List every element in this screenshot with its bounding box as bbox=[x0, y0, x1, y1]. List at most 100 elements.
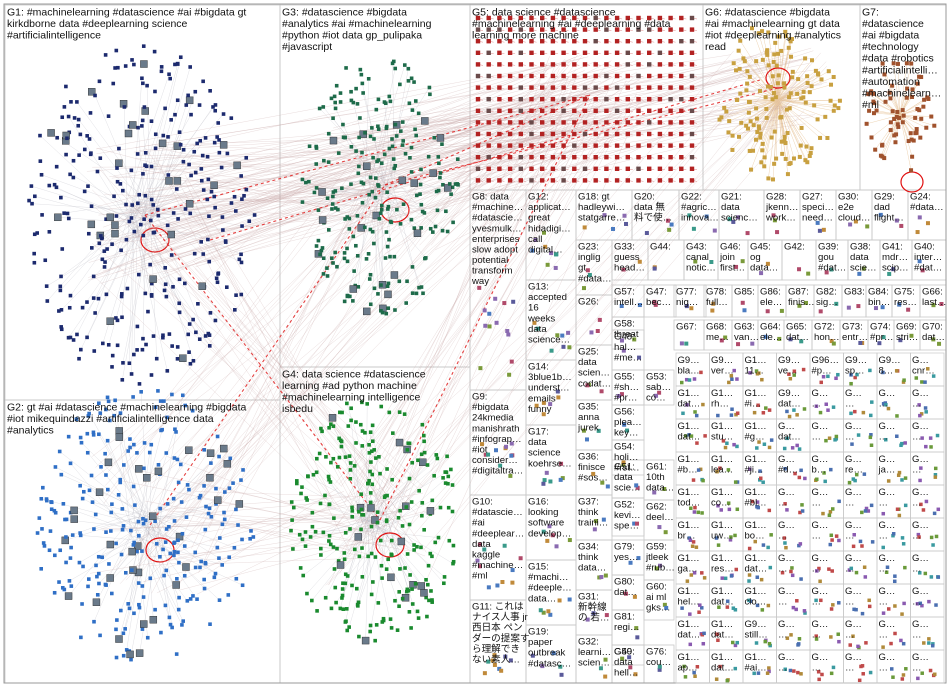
mini-cluster-label: G…… bbox=[812, 619, 829, 641]
graph-edge bbox=[105, 188, 349, 497]
graph-node bbox=[727, 380, 731, 385]
graph-node bbox=[184, 103, 189, 107]
graph-node bbox=[826, 69, 831, 74]
graph-edge bbox=[408, 88, 736, 191]
graph-edge bbox=[120, 91, 568, 584]
mini-cluster-label: G9… 8… bbox=[879, 355, 901, 377]
graph-node bbox=[779, 48, 784, 53]
graph-node bbox=[551, 651, 556, 656]
graph-node bbox=[368, 175, 373, 180]
graph-node bbox=[193, 89, 198, 94]
mini-cluster-label: G…… bbox=[912, 586, 929, 608]
graph-node bbox=[657, 85, 663, 90]
graph-edge bbox=[777, 99, 807, 147]
graph-node bbox=[203, 561, 208, 566]
graph-edge bbox=[146, 172, 336, 190]
graph-node bbox=[788, 668, 793, 673]
graph-node bbox=[320, 246, 325, 250]
graph-node bbox=[886, 479, 891, 483]
graph-node bbox=[934, 534, 939, 539]
graph-node bbox=[347, 227, 352, 231]
graph-node bbox=[497, 108, 502, 113]
graph-node bbox=[165, 415, 169, 420]
graph-node bbox=[289, 528, 293, 533]
graph-node bbox=[654, 566, 659, 571]
graph-node bbox=[405, 589, 409, 594]
graph-node bbox=[819, 598, 823, 603]
graph-node bbox=[91, 296, 96, 300]
graph-node bbox=[558, 477, 563, 482]
graph-node bbox=[837, 98, 842, 103]
graph-node bbox=[150, 281, 154, 286]
graph-node bbox=[561, 15, 566, 21]
graph-node bbox=[209, 514, 214, 519]
graph-node bbox=[207, 506, 212, 511]
graph-node bbox=[198, 493, 203, 498]
graph-node bbox=[208, 89, 212, 93]
graph-node bbox=[831, 405, 836, 409]
graph-node bbox=[730, 133, 735, 138]
graph-node bbox=[220, 215, 225, 219]
graph-node bbox=[831, 108, 836, 113]
graph-edge bbox=[369, 120, 601, 537]
graph-node bbox=[815, 477, 819, 482]
graph-node bbox=[589, 330, 594, 335]
graph-node bbox=[321, 256, 326, 261]
graph-node bbox=[572, 85, 577, 90]
graph-node bbox=[201, 79, 205, 84]
cluster-label-g38: G38: data scie… bbox=[850, 242, 877, 274]
graph-node bbox=[104, 583, 108, 587]
graph-node bbox=[783, 667, 788, 672]
graph-node bbox=[497, 39, 502, 44]
graph-node bbox=[360, 150, 364, 155]
graph-node bbox=[679, 15, 684, 21]
graph-node bbox=[128, 445, 132, 450]
graph-node bbox=[929, 445, 933, 449]
graph-node bbox=[210, 181, 218, 189]
graph-node bbox=[891, 532, 896, 536]
graph-node bbox=[799, 96, 804, 101]
graph-node bbox=[901, 641, 906, 646]
graph-node bbox=[555, 333, 560, 338]
graph-node bbox=[217, 454, 221, 459]
graph-edge bbox=[143, 510, 430, 583]
graph-node bbox=[444, 184, 452, 192]
graph-node bbox=[529, 143, 534, 148]
graph-node bbox=[929, 575, 934, 579]
graph-node bbox=[428, 226, 433, 231]
graph-node bbox=[824, 438, 828, 443]
graph-node bbox=[604, 166, 609, 171]
graph-node bbox=[162, 573, 166, 578]
graph-edge bbox=[206, 557, 367, 565]
graph-edge bbox=[151, 89, 761, 174]
graph-node bbox=[440, 228, 445, 233]
graph-node bbox=[486, 143, 491, 148]
graph-node bbox=[389, 538, 394, 543]
graph-node bbox=[919, 116, 924, 121]
graph-node bbox=[773, 40, 778, 45]
graph-node bbox=[668, 85, 673, 90]
graph-node bbox=[507, 131, 513, 137]
graph-node bbox=[131, 543, 136, 547]
graph-node bbox=[360, 400, 364, 405]
graph-node bbox=[497, 131, 502, 137]
graph-node bbox=[719, 115, 724, 120]
graph-node bbox=[120, 315, 124, 320]
graph-node bbox=[604, 39, 609, 44]
graph-node bbox=[906, 139, 911, 144]
graph-node bbox=[826, 374, 830, 379]
graph-node bbox=[239, 478, 243, 482]
graph-node bbox=[869, 433, 873, 437]
graph-node bbox=[550, 120, 556, 125]
graph-node bbox=[756, 124, 761, 129]
graph-node bbox=[183, 403, 187, 408]
graph-node bbox=[177, 301, 182, 306]
graph-edge bbox=[153, 69, 816, 162]
graph-node bbox=[361, 91, 365, 95]
graph-node bbox=[417, 488, 421, 493]
graph-node bbox=[740, 259, 745, 264]
graph-node bbox=[379, 404, 384, 409]
graph-node bbox=[175, 345, 180, 349]
graph-node bbox=[179, 354, 187, 362]
graph-node bbox=[761, 480, 765, 484]
